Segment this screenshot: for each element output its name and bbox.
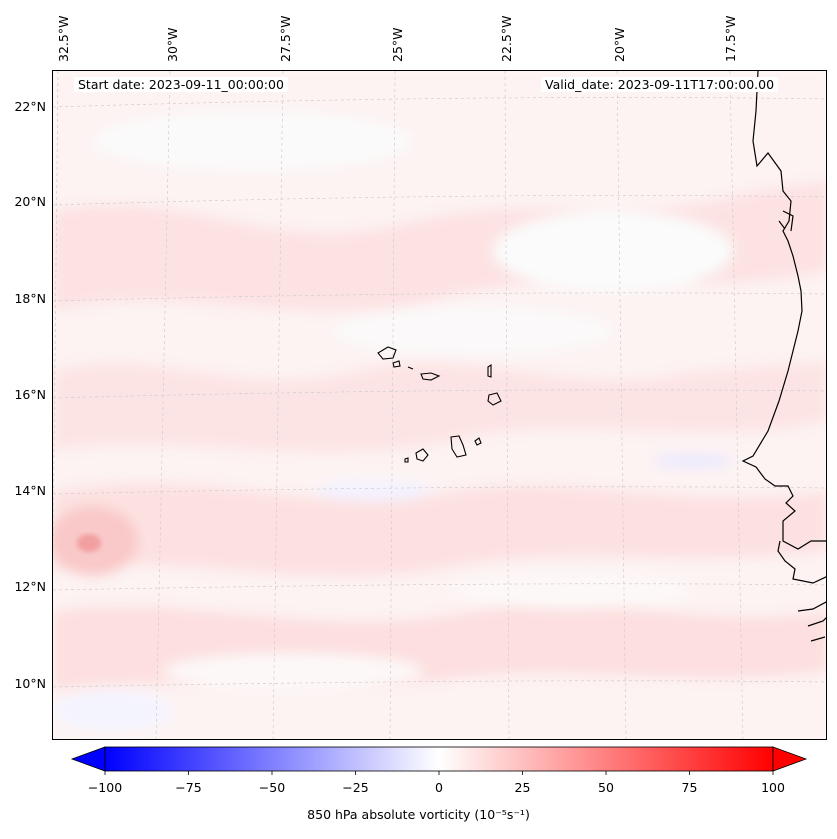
- island-santo-antao: [377, 346, 397, 360]
- lat-label-16n: 16°N: [14, 387, 46, 402]
- vorticity-max: [77, 534, 101, 552]
- map-canvas: [53, 71, 826, 739]
- lat-label-10n: 10°N: [14, 676, 46, 691]
- colorbar-tick: 50: [598, 780, 614, 795]
- graticule: [53, 71, 826, 739]
- island-santa-luzia: [407, 366, 414, 370]
- colorbar-tick: 75: [681, 780, 698, 795]
- colorbar-max-extend: [772, 746, 808, 772]
- colorbar-tick: 25: [514, 780, 531, 795]
- island-sal: [487, 363, 492, 378]
- vorticity-field: [53, 71, 826, 739]
- colorbar-tick: −25: [342, 780, 369, 795]
- colorbar-tick: −50: [258, 780, 286, 795]
- colorbar-tick: −100: [87, 780, 123, 795]
- start-date-label: Start date: 2023-09-11_00:00:00: [74, 77, 288, 92]
- colorbar-tick: 0: [435, 780, 443, 795]
- island-boa-vista: [487, 392, 502, 406]
- lat-label-20n: 20°N: [14, 194, 46, 209]
- colorbar-label: 850 hPa absolute vorticity (10⁻⁵s⁻¹): [307, 807, 530, 822]
- valid-date-label: Valid_date: 2023-09-11T17:00:00.00: [541, 77, 779, 92]
- colorbar-tick: 100: [761, 780, 785, 795]
- lat-label-14n: 14°N: [14, 483, 46, 498]
- lat-label-12n: 12°N: [14, 579, 46, 594]
- coastline: [741, 71, 826, 642]
- island-sao-vicente: [392, 360, 401, 368]
- island-fogo: [415, 448, 429, 462]
- lat-label-22n: 22°N: [14, 99, 46, 114]
- island-brava: [404, 457, 409, 463]
- island-sao-nicolau: [420, 372, 441, 381]
- colorbar-min-extend: [70, 746, 106, 772]
- colorbar-tick: −75: [175, 780, 202, 795]
- island-santiago: [450, 435, 467, 458]
- vorticity-map: [52, 70, 827, 740]
- colorbar-gradient: [104, 746, 774, 772]
- island-maio: [474, 437, 482, 446]
- cape-verde-islands: [377, 346, 502, 463]
- lat-label-18n: 18°N: [14, 291, 46, 306]
